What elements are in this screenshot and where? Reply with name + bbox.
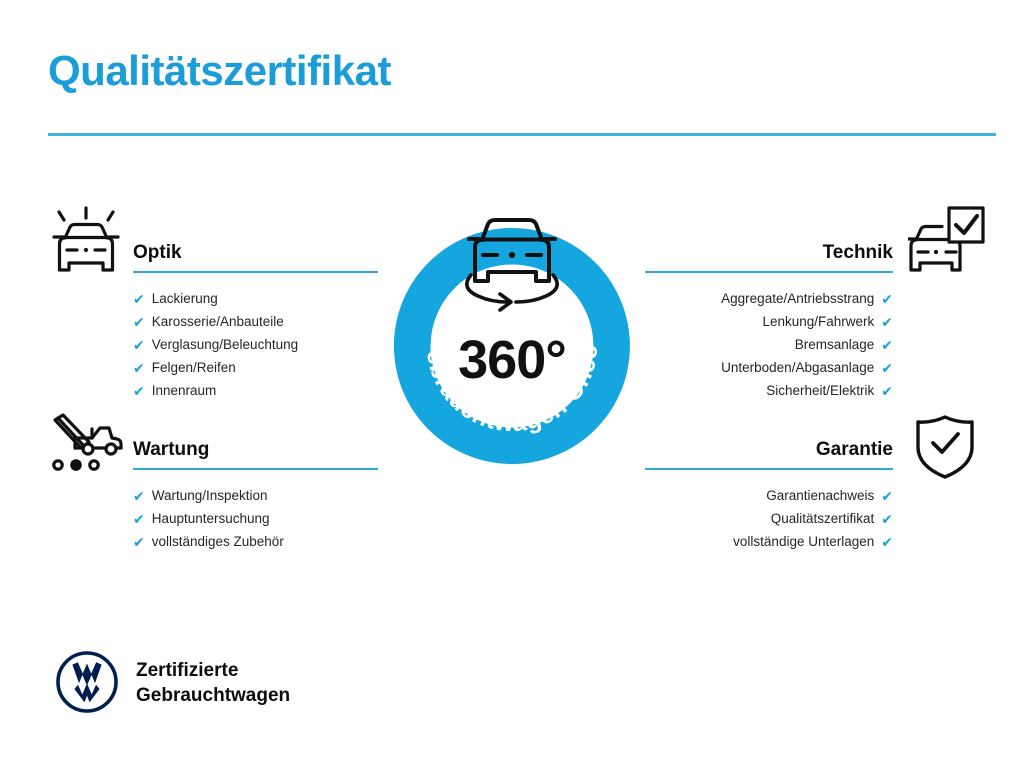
- list-item: vollständige Unterlagen ✔: [645, 530, 893, 553]
- section-wartung: Wartung ✔ Wartung/Inspektion ✔ Hauptunters…: [133, 440, 378, 553]
- check-icon: ✔: [133, 290, 145, 307]
- check-icon: ✔: [133, 359, 145, 376]
- check-icon: ✔: [133, 510, 145, 527]
- check-icon: ✔: [133, 533, 145, 550]
- shield-check-icon: [914, 414, 976, 480]
- section-heading-garantie: Garantie: [815, 439, 893, 460]
- check-icon: ✔: [881, 290, 893, 307]
- car-front-shine-icon: [45, 206, 127, 274]
- badge-center-label: 360°: [458, 330, 566, 390]
- badge-360-gebrauchtwagen-check: Gebrauchtwagen-Check 360°: [378, 196, 646, 486]
- vw-lockup-line2: Gebrauchtwagen: [136, 685, 291, 706]
- section-divider-technik: [645, 271, 893, 273]
- list-item-label: Garantienachweis: [766, 488, 875, 503]
- list-item: Aggregate/Antriebsstrang ✔: [645, 287, 893, 310]
- section-divider-wartung: [133, 468, 378, 470]
- list-item: ✔ Felgen/Reifen: [133, 356, 378, 379]
- list-item-label: Qualitätszertifikat: [770, 511, 875, 526]
- vw-lockup-text: Zertifizierte Gebrauchtwagen: [136, 658, 290, 708]
- check-icon: ✔: [881, 336, 893, 353]
- section-heading-technik: Technik: [822, 242, 893, 263]
- list-item: ✔ Verglasung/Beleuchtung: [133, 333, 378, 356]
- vw-roundel-icon: [55, 650, 119, 714]
- checklist-technik: Aggregate/Antriebsstrang ✔ Lenkung/Fahrwe…: [645, 287, 893, 402]
- checklist-optik: ✔ Lackierung ✔ Karosserie/Anbauteile ✔ Verg…: [133, 287, 378, 402]
- section-divider-optik: [133, 271, 378, 273]
- list-item-label: Aggregate/Antriebsstrang: [721, 291, 875, 306]
- section-divider-garantie: [645, 468, 893, 470]
- list-item-label: Verglasung/Beleuchtung: [151, 337, 299, 352]
- check-icon: ✔: [881, 510, 893, 527]
- list-item: Sicherheit/Elektrik ✔: [645, 379, 893, 402]
- list-item-label: Lenkung/Fahrwerk: [762, 314, 875, 329]
- list-item: Bremsanlage ✔: [645, 333, 893, 356]
- section-heading-optik: Optik: [133, 242, 182, 263]
- check-icon: ✔: [133, 382, 145, 399]
- vw-lockup-line1: Zertifizierte: [136, 660, 239, 681]
- checklist-wartung: ✔ Wartung/Inspektion ✔ Hauptuntersuchung ✔…: [133, 484, 378, 553]
- section-heading-wartung: Wartung: [133, 439, 210, 460]
- list-item-label: Felgen/Reifen: [151, 360, 236, 375]
- car-front-rotate-icon: [465, 218, 559, 312]
- car-service-tool-icon: [45, 412, 127, 476]
- check-icon: ✔: [133, 313, 145, 330]
- list-item: ✔ Lackierung: [133, 287, 378, 310]
- page-title: Qualitätszertifikat: [48, 47, 391, 94]
- list-item: Unterboden/Abgasanlage ✔: [645, 356, 893, 379]
- list-item-label: Unterboden/Abgasanlage: [721, 360, 875, 375]
- list-item-label: Sicherheit/Elektrik: [766, 383, 875, 398]
- list-item: Garantienachweis ✔: [645, 484, 893, 507]
- list-item-label: vollständige Unterlagen: [733, 534, 875, 549]
- check-icon: ✔: [881, 382, 893, 399]
- title-divider: [48, 133, 996, 136]
- list-item: Lenkung/Fahrwerk ✔: [645, 310, 893, 333]
- list-item: ✔ Wartung/Inspektion: [133, 484, 378, 507]
- list-item-label: Wartung/Inspektion: [151, 488, 268, 503]
- section-optik: Optik ✔ Lackierung ✔ Karosserie/Anbauteile…: [133, 243, 378, 402]
- list-item: Qualitätszertifikat ✔: [645, 507, 893, 530]
- list-item-label: Karosserie/Anbauteile: [151, 314, 284, 329]
- vw-certified-lockup: Zertifizierte Gebrauchtwagen: [55, 650, 323, 720]
- check-icon: ✔: [881, 487, 893, 504]
- check-icon: ✔: [133, 336, 145, 353]
- checklist-garantie: Garantienachweis ✔ Qualitätszertifikat ✔ v…: [645, 484, 893, 553]
- list-item-label: Innenraum: [151, 383, 217, 398]
- list-item: ✔ Hauptuntersuchung: [133, 507, 378, 530]
- list-item: ✔ Karosserie/Anbauteile: [133, 310, 378, 333]
- list-item: ✔ vollständiges Zubehör: [133, 530, 378, 553]
- check-icon: ✔: [881, 313, 893, 330]
- section-technik: Technik Aggregate/Antriebsstrang ✔ Lenkun…: [645, 243, 893, 402]
- list-item-label: Lackierung: [151, 291, 218, 306]
- list-item-label: vollständiges Zubehör: [151, 534, 284, 549]
- check-icon: ✔: [881, 359, 893, 376]
- check-icon: ✔: [133, 487, 145, 504]
- list-item-label: Hauptuntersuchung: [151, 511, 270, 526]
- list-item-label: Bremsanlage: [794, 337, 875, 352]
- section-garantie: Garantie Garantienachweis ✔ Qualitätszert…: [645, 440, 893, 553]
- check-icon: ✔: [881, 533, 893, 550]
- car-checkbox-icon: [906, 204, 986, 272]
- list-item: ✔ Innenraum: [133, 379, 378, 402]
